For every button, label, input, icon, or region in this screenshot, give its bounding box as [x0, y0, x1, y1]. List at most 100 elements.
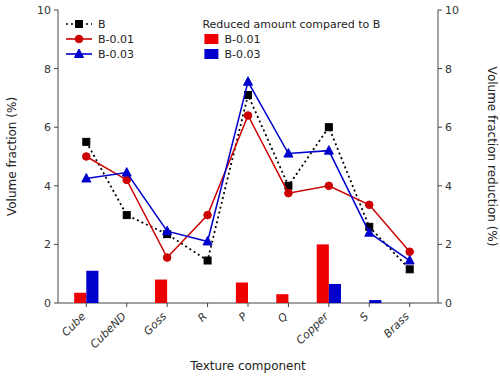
y-tick: [54, 185, 58, 186]
bar: [398, 303, 410, 304]
marker: [163, 254, 171, 262]
chart: 02468100246810CubeCubeNDGossRPQCopperSBr…: [0, 0, 500, 378]
bar: [195, 303, 207, 304]
x-tick: [86, 303, 87, 307]
marker: [244, 77, 253, 86]
x-tick: [409, 303, 410, 307]
chart-container: 02468100246810CubeCubeNDGossRPQCopperSBr…: [0, 0, 500, 378]
bar: [167, 303, 179, 304]
bar: [74, 293, 86, 303]
y2-tick: [438, 10, 442, 11]
x-tick-label: R: [195, 310, 210, 325]
axes: 02468100246810CubeCubeNDGossRPQCopperSBr…: [37, 4, 459, 351]
legend-label: B-0.01: [224, 33, 260, 46]
bar: [288, 303, 300, 304]
y2-tick-label: 10: [445, 4, 459, 17]
marker: [82, 173, 91, 182]
y-axis-line: [58, 10, 59, 303]
bar: [317, 244, 329, 303]
marker: [406, 248, 414, 256]
bar: [155, 280, 167, 303]
bar: [276, 294, 288, 303]
y2-tick-label: 2: [445, 238, 452, 251]
bar: [115, 303, 127, 304]
legend-swatch: [204, 49, 218, 59]
bars: [74, 244, 381, 303]
legend-swatch: [204, 34, 218, 44]
marker: [324, 146, 333, 155]
bar: [248, 303, 260, 304]
y2-tick: [438, 127, 442, 128]
marker: [163, 226, 172, 235]
legend-marker: [76, 21, 83, 28]
marker: [82, 153, 90, 161]
x-tick-label: Cube: [59, 310, 88, 339]
legend-label: B-0.03: [224, 48, 260, 61]
marker: [204, 257, 211, 264]
bar: [236, 282, 248, 303]
legend-label: B-0.01: [98, 33, 134, 46]
bar: [86, 271, 98, 303]
y-tick: [54, 68, 58, 69]
bar: [329, 284, 341, 303]
legend-marker: [75, 35, 83, 43]
y2-tick: [438, 68, 442, 69]
legend-label: B-0.03: [98, 48, 134, 61]
legend-label: B: [98, 18, 106, 31]
line: [86, 115, 409, 257]
x-tick: [369, 303, 370, 307]
x-tick: [167, 303, 168, 307]
marker: [285, 189, 293, 197]
x-axis-label: Texture component: [189, 359, 306, 373]
x-tick-label: Goss: [141, 310, 169, 338]
marker: [365, 201, 373, 209]
y2-tick-label: 6: [445, 121, 452, 134]
marker: [406, 266, 413, 273]
y-tick-label: 6: [44, 121, 51, 134]
x-tick: [126, 303, 127, 307]
y2-tick-label: 8: [445, 63, 452, 76]
y2-tick: [438, 303, 442, 304]
y2-tick-label: 0: [445, 297, 452, 310]
y-tick-label: 10: [37, 4, 51, 17]
marker: [122, 168, 131, 177]
plot-marks: [74, 77, 414, 303]
x-tick: [248, 303, 249, 307]
x-tick-label: CubeND: [88, 310, 129, 351]
x-tick-label: P: [236, 310, 250, 324]
x-tick-label: Brass: [381, 310, 412, 341]
marker: [203, 236, 212, 245]
x-tick-label: S: [357, 310, 371, 324]
marker: [244, 112, 252, 120]
x-tick: [207, 303, 208, 307]
marker: [123, 212, 130, 219]
legend-lines: B B-0.01 B-0.03: [66, 18, 134, 61]
bar: [410, 303, 422, 304]
y-tick-label: 2: [44, 238, 51, 251]
y2-axis-label: Volume fraction reduction (%): [485, 67, 499, 247]
lines: [82, 77, 414, 273]
bar: [127, 303, 139, 304]
y-tick: [54, 10, 58, 11]
y-tick: [54, 303, 58, 304]
marker: [405, 256, 414, 265]
x-tick: [328, 303, 329, 307]
y2-axis-line: [438, 10, 439, 303]
x-tick-label: Copper: [294, 309, 332, 347]
marker: [325, 124, 332, 131]
y-tick: [54, 244, 58, 245]
y-tick: [54, 127, 58, 128]
x-tick: [288, 303, 289, 307]
marker: [83, 138, 90, 145]
bar: [357, 303, 369, 304]
marker: [284, 149, 293, 158]
y2-tick-label: 4: [445, 180, 452, 193]
y2-tick: [438, 244, 442, 245]
y-axis-label: Volume fraction (%): [5, 97, 19, 216]
y2-tick: [438, 185, 442, 186]
marker: [325, 182, 333, 190]
marker: [365, 228, 374, 237]
y-tick-label: 8: [44, 63, 51, 76]
y-tick-label: 0: [44, 297, 51, 310]
bar: [369, 300, 381, 303]
